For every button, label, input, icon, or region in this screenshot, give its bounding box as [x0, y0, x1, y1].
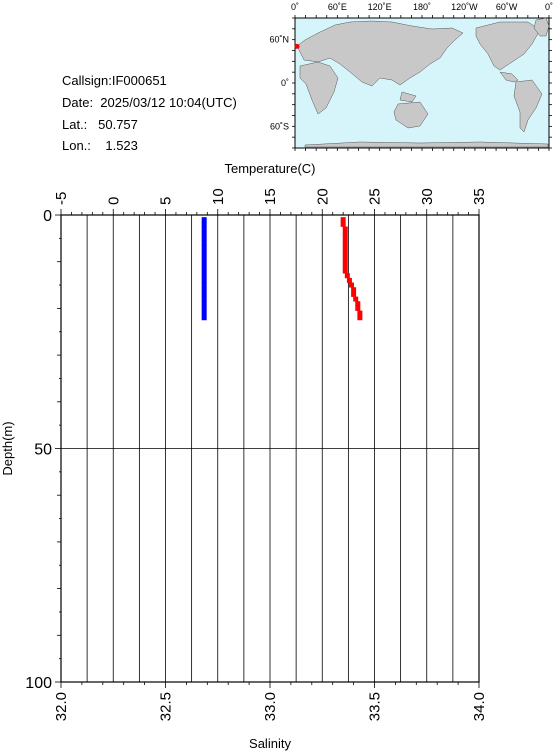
temperature-point [201, 268, 207, 274]
map-lon-label: 60˚E [328, 2, 347, 12]
salinity-tick-label: 33.5 [367, 692, 384, 721]
depth-tick-label: 50 [34, 442, 52, 459]
float-position-marker [294, 43, 300, 49]
salinity-point [344, 273, 350, 279]
landmass [399, 91, 417, 103]
temperature-tick-label: 10 [210, 188, 227, 205]
temperature-tick-label: 35 [471, 188, 488, 205]
map-lon-label: 120˚W [451, 2, 478, 12]
temperature-point [201, 249, 207, 255]
salinity-point [342, 240, 348, 246]
depth-tick-label: 0 [43, 208, 52, 225]
landmass [393, 101, 429, 129]
temperature-point [201, 301, 207, 307]
salinity-point [340, 217, 346, 223]
salinity-point [355, 301, 361, 307]
temperature-point [201, 245, 207, 251]
temperature-point [201, 296, 207, 302]
temperature-tick-label: 25 [367, 188, 384, 205]
salinity-point [357, 315, 363, 321]
temperature-point [201, 254, 207, 260]
temperature-point [201, 305, 207, 311]
temperature-tick-label: -5 [53, 192, 70, 205]
map-lon-label: 0˚ [291, 2, 299, 12]
landmass [296, 20, 464, 87]
temperature-axis-title: Temperature(C) [224, 161, 315, 176]
temperature-point [201, 231, 207, 237]
temperature-point [201, 291, 207, 297]
temperature-point [201, 287, 207, 293]
salinity-point [357, 310, 363, 316]
temperature-tick-label: 0 [105, 197, 122, 205]
landmass [499, 71, 519, 83]
map-lon-label: 180˚ [413, 2, 431, 12]
temperature-point [201, 240, 207, 246]
temperature-point [201, 217, 207, 223]
depth-tick-label: 100 [25, 675, 52, 692]
salinity-point [342, 254, 348, 260]
temperature-point [201, 226, 207, 232]
temperature-point [201, 277, 207, 283]
salinity-point [355, 305, 361, 311]
salinity-point [342, 231, 348, 237]
temperature-point [201, 263, 207, 269]
landmass [533, 17, 550, 37]
callsign-text: Callsign:IF000651 [62, 73, 167, 88]
salinity-point [342, 226, 348, 232]
temperature-point [201, 259, 207, 265]
salinity-tick-label: 32.5 [158, 692, 175, 721]
temperature-point [201, 310, 207, 316]
temperature-tick-label: 30 [419, 188, 436, 205]
salinity-point [342, 259, 348, 265]
map-lon-label: 0˚ [545, 2, 553, 12]
longitude-text: Lon.: 1.523 [62, 138, 138, 153]
landmass [299, 61, 339, 115]
salinity-point [351, 287, 357, 293]
date-text: Date: 2025/03/12 10:04(UTC) [62, 95, 237, 110]
map-lat-label: 60˚S [270, 121, 289, 131]
salinity-point [342, 268, 348, 274]
landmass [475, 21, 541, 71]
salinity-point [342, 235, 348, 241]
depth-axis-title: Depth(m) [0, 421, 15, 475]
temperature-tick-label: 5 [158, 197, 175, 205]
map-lon-label: 60˚W [496, 2, 518, 12]
world-map: 0˚ 60˚E 120˚E 180˚ 120˚W 60˚W 0˚ 60˚N 0˚ 60˚S [269, 2, 553, 151]
map-lat-label: 0˚ [281, 78, 289, 88]
landmass [513, 79, 543, 133]
salinity-axis-title: Salinity [249, 736, 291, 751]
temperature-tick-label: 20 [314, 188, 331, 205]
salinity-tick-label: 33.0 [262, 692, 279, 721]
salinity-point [349, 282, 355, 288]
temperature-point [201, 282, 207, 288]
salinity-point [342, 263, 348, 269]
latitude-text: Lat.: 50.757 [62, 117, 138, 132]
temperature-point [201, 235, 207, 241]
map-lat-label: 60˚N [269, 35, 289, 45]
salinity-point [342, 245, 348, 251]
salinity-point [351, 291, 357, 297]
salinity-point [342, 249, 348, 255]
map-lon-label: 120˚E [368, 2, 392, 12]
temperature-point [201, 315, 207, 321]
salinity-point [353, 296, 359, 302]
salinity-tick-label: 32.0 [53, 692, 70, 721]
landmass [304, 141, 549, 148]
salinity-point [340, 221, 346, 227]
temperature-point [201, 221, 207, 227]
temperature-tick-label: 15 [262, 188, 279, 205]
salinity-point [346, 277, 352, 283]
salinity-tick-label: 34.0 [471, 692, 488, 721]
temperature-point [201, 273, 207, 279]
